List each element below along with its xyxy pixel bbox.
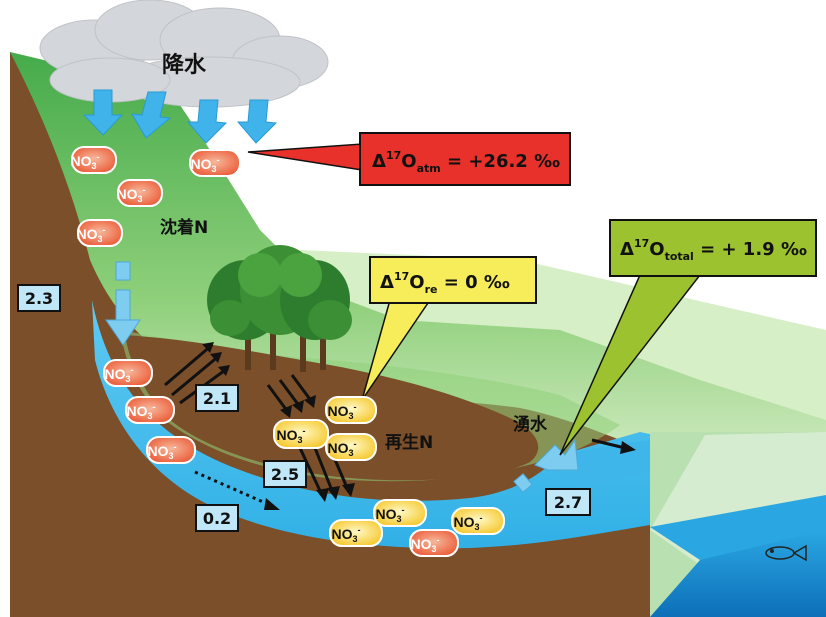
svg-text:NO3-: NO3- — [116, 185, 145, 204]
no3-badge: NO3- — [70, 146, 117, 174]
no3-badge-regenerated: NO3- — [329, 519, 383, 547]
no3-badge: NO3- — [103, 359, 153, 387]
svg-text:2.7: 2.7 — [554, 493, 582, 512]
no3-badge-regenerated: NO3- — [451, 507, 505, 535]
label-precipitation: 降水 — [162, 53, 207, 78]
svg-text:2.1: 2.1 — [203, 389, 231, 408]
callout-re-text: Δ17Ore = 0 ‰ — [380, 270, 510, 296]
svg-text:NO3-: NO3- — [104, 365, 133, 384]
forest — [207, 245, 352, 372]
outflow-arrow — [591, 438, 626, 450]
svg-text:NO3-: NO3- — [126, 402, 155, 421]
callout-atm-tail — [247, 143, 363, 171]
label-spring-water: 湧水 — [513, 414, 548, 435]
cloud — [39, 0, 329, 108]
no3-badge: NO3- — [409, 529, 459, 557]
svg-text:NO3-: NO3- — [327, 439, 356, 458]
spring-water-arrow — [513, 438, 579, 493]
svg-text:NO3-: NO3- — [147, 442, 176, 461]
flux-box-2-3: 2.3 — [17, 284, 61, 312]
no3-badge: NO3- — [125, 396, 175, 424]
no3-badge-regenerated: NO3- — [273, 419, 329, 449]
svg-text:NO3-: NO3- — [70, 152, 99, 171]
outflow-arrowhead — [620, 441, 636, 454]
label-deposited-n: 沈着N — [160, 217, 208, 238]
callout-atm-box — [359, 132, 571, 186]
no3-badge: NO3- — [76, 219, 123, 247]
ocean — [650, 520, 826, 617]
svg-text:NO3-: NO3- — [190, 155, 219, 174]
ocean-surface — [650, 495, 826, 560]
callout-atm-text: Δ17Oatm = +26.2 ‰ — [372, 149, 560, 175]
flux-box-0-2: 0.2 — [195, 504, 239, 532]
no3-badge: NO3- — [116, 179, 163, 207]
callout-re-box — [369, 256, 537, 304]
flux-box-2-7: 2.7 — [545, 488, 591, 516]
denitrification-arrowhead — [264, 498, 280, 510]
svg-text:2.3: 2.3 — [25, 289, 53, 308]
nitrification-arrowheads — [280, 395, 355, 502]
no3-badge-regenerated: NO3- — [325, 433, 377, 461]
callout-total-text: Δ17Ototal = + 1.9 ‰ — [620, 237, 807, 263]
callout-total-box — [609, 219, 817, 277]
svg-text:NO3-: NO3- — [410, 535, 439, 554]
infiltration-arrow — [105, 261, 141, 346]
svg-text:NO3-: NO3- — [331, 525, 360, 544]
fish-icon — [765, 544, 807, 562]
uptake-arrowheads — [202, 342, 230, 376]
rain-arrows — [82, 89, 278, 144]
svg-text:NO3-: NO3- — [276, 426, 305, 445]
svg-text:NO3-: NO3- — [375, 505, 404, 524]
svg-text:NO3-: NO3- — [327, 402, 356, 421]
svg-text:NO3-: NO3- — [453, 513, 482, 532]
svg-text:2.5: 2.5 — [271, 465, 299, 484]
no3-badge: NO3- — [189, 149, 241, 177]
flux-box-2-1: 2.1 — [195, 384, 239, 412]
svg-text:0.2: 0.2 — [203, 509, 231, 528]
no3-badge-regenerated: NO3- — [325, 396, 377, 424]
svg-text:NO3-: NO3- — [76, 225, 105, 244]
no3-badge-regenerated: NO3- — [373, 499, 427, 527]
flux-box-2-5: 2.5 — [263, 460, 307, 488]
label-regenerated-n: 再生N — [385, 432, 433, 453]
no3-badge: NO3- — [146, 436, 196, 464]
